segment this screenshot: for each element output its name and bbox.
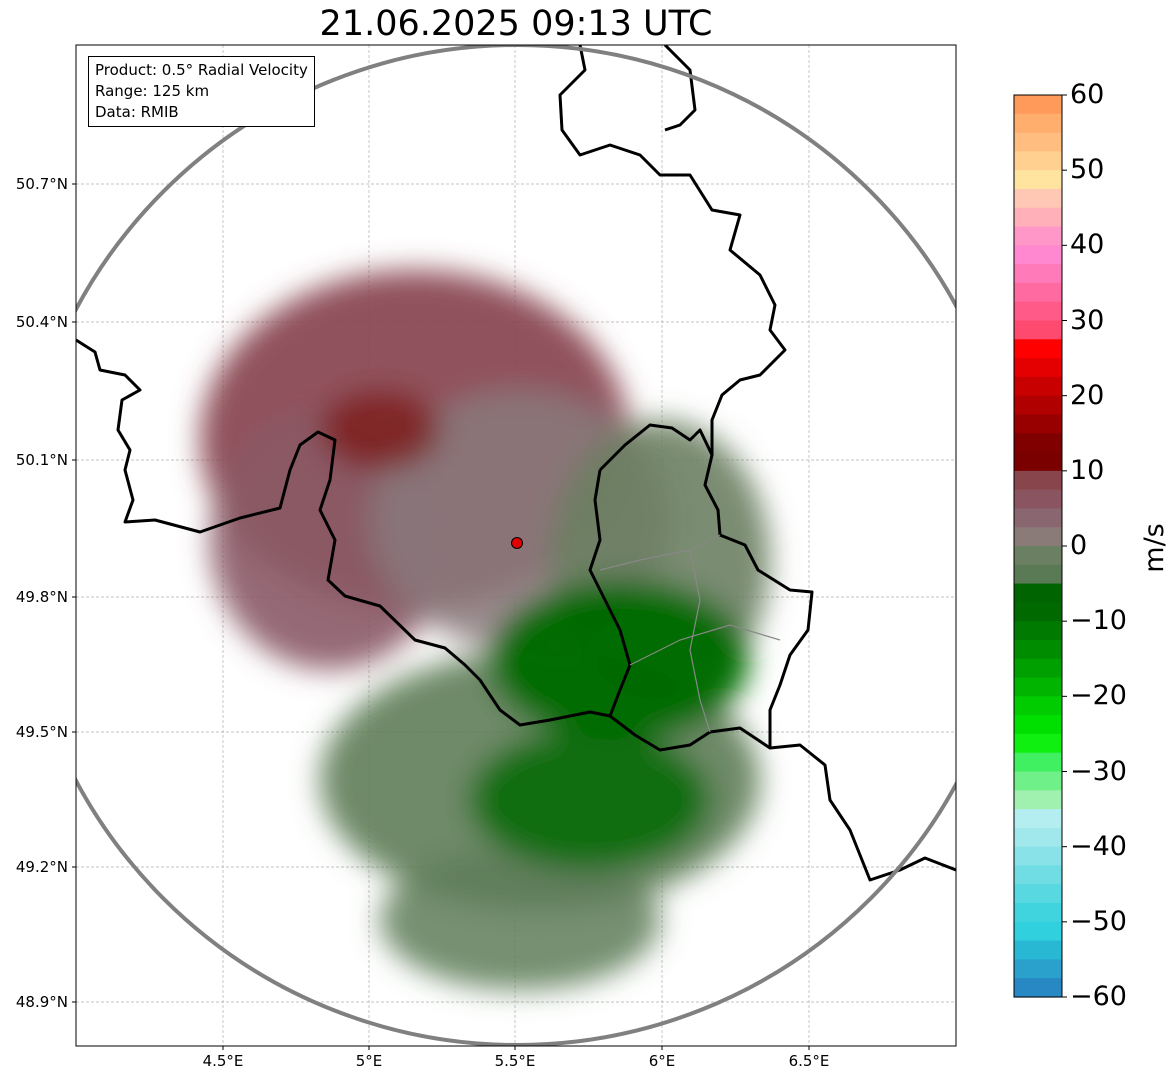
colorbar-segment <box>1014 282 1062 303</box>
colorbar-segment <box>1014 433 1062 453</box>
colorbar-segment <box>1014 978 1062 998</box>
colorbar-unit: m/s <box>1139 523 1171 573</box>
lat-label-49-2: 49.2°N <box>15 858 68 876</box>
colorbar-segment <box>1014 602 1062 622</box>
colorbar-segment <box>1014 846 1062 867</box>
info-data-source: Data: RMIB <box>95 103 179 121</box>
lat-label-50-4: 50.4°N <box>15 313 68 331</box>
colorbar-tick-label: 50 <box>1070 154 1105 186</box>
lat-label-49-8: 49.8°N <box>15 588 68 606</box>
colorbar-segment <box>1014 358 1062 378</box>
lat-label-50-7: 50.7°N <box>15 175 68 193</box>
colorbar-tick-label: 0 <box>1070 530 1088 561</box>
lon-label-4-5: 4.5°E <box>202 1052 244 1070</box>
colorbar-segment <box>1014 959 1062 979</box>
colorbar-segment <box>1014 546 1062 566</box>
info-product: Product: 0.5° Radial Velocity <box>95 61 308 79</box>
colorbar-segment <box>1014 470 1062 491</box>
colorbar-segment <box>1014 752 1062 773</box>
colorbar-segment <box>1014 207 1062 228</box>
colorbar-tick-label: −30 <box>1070 755 1127 787</box>
colorbar-segment <box>1014 95 1062 115</box>
lat-label-49-5: 49.5°N <box>15 723 68 741</box>
colorbar-segment <box>1014 903 1062 923</box>
colorbar-segment <box>1014 452 1062 472</box>
colorbar-segment <box>1014 564 1062 585</box>
colorbar-segment <box>1014 395 1062 416</box>
colorbar-segment <box>1014 508 1062 528</box>
colorbar-segment <box>1014 264 1062 284</box>
radar-site-marker <box>511 537 523 549</box>
colorbar-segment <box>1014 658 1062 679</box>
colorbar-segment <box>1014 733 1062 754</box>
colorbar-segment <box>1014 621 1062 641</box>
plot-frame <box>75 44 957 1047</box>
colorbar-tick-label: 10 <box>1070 454 1105 486</box>
colorbar-tick-label: −20 <box>1070 680 1127 712</box>
region-borders <box>599 534 781 733</box>
colorbar-tick-label: 60 <box>1070 79 1105 110</box>
colorbar-segment <box>1014 301 1062 322</box>
lat-label-50-1: 50.1°N <box>15 451 68 469</box>
colorbar-segment <box>1014 170 1062 190</box>
colorbar-tick-label: 30 <box>1070 304 1105 336</box>
colorbar-segment <box>1014 113 1062 134</box>
colorbar-tick-label: −10 <box>1070 605 1127 637</box>
info-box: Product: 0.5° Radial Velocity Range: 125… <box>88 56 315 127</box>
colorbar-segment <box>1014 865 1062 885</box>
range-ring <box>76 45 956 1046</box>
colorbar-frame <box>1013 94 1063 998</box>
map-title: 21.06.2025 09:13 UTC <box>319 4 713 44</box>
lon-label-6: 6°E <box>648 1052 676 1070</box>
colorbar-segment <box>1014 320 1062 340</box>
colorbar-tick-label: −40 <box>1070 830 1127 862</box>
lat-label-48-9: 48.9°N <box>15 993 68 1011</box>
colorbar-segment <box>1014 677 1062 697</box>
colorbar-segment <box>1014 132 1062 152</box>
colorbar-tick-label: −50 <box>1070 905 1127 937</box>
colorbar-segment <box>1014 884 1062 904</box>
colorbar-tick-label: 40 <box>1070 229 1105 261</box>
colorbar-segment <box>1014 921 1062 942</box>
colorbar-tick-label: −60 <box>1070 981 1127 1012</box>
colorbar <box>1014 94 1067 998</box>
colorbar-segment <box>1014 940 1062 961</box>
colorbar-segment <box>1014 583 1062 603</box>
colorbar-segment <box>1014 696 1062 716</box>
colorbar-segment <box>1014 715 1062 735</box>
lon-label-5: 5°E <box>355 1052 383 1070</box>
lon-label-6-5: 6.5°E <box>788 1052 830 1070</box>
colorbar-segment <box>1014 639 1062 660</box>
colorbar-segment <box>1014 790 1062 810</box>
colorbar-segment <box>1014 489 1062 510</box>
axis-ticks <box>72 183 810 1050</box>
country-borders <box>76 45 956 882</box>
colorbar-segment <box>1014 245 1062 265</box>
colorbar-tick-label: 20 <box>1070 379 1105 411</box>
colorbar-segment <box>1014 376 1062 397</box>
colorbar-segment <box>1014 151 1062 171</box>
colorbar-segment <box>1014 226 1062 246</box>
lon-label-5-5: 5.5°E <box>494 1052 536 1070</box>
colorbar-segment <box>1014 414 1062 434</box>
info-range: Range: 125 km <box>95 82 210 100</box>
colorbar-segment <box>1014 527 1062 547</box>
colorbar-segment <box>1014 809 1062 829</box>
colorbar-segment <box>1014 771 1062 791</box>
colorbar-segment <box>1014 827 1062 848</box>
colorbar-segment <box>1014 339 1062 359</box>
colorbar-segment <box>1014 188 1062 209</box>
radar-echo-field <box>200 270 770 990</box>
